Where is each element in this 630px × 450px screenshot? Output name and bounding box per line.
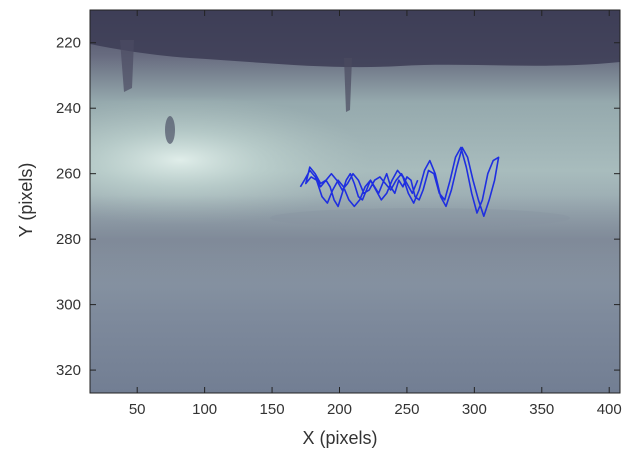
x-tick-label: 400 bbox=[597, 401, 622, 418]
x-tick-label: 200 bbox=[327, 401, 352, 418]
y-tick-label: 280 bbox=[56, 231, 81, 248]
trajectory-series bbox=[299, 146, 500, 217]
plot-frame bbox=[89, 9, 621, 394]
x-axis: 50 100 150 200 250 300 350 400 bbox=[129, 10, 622, 418]
x-tick-label: 50 bbox=[129, 401, 146, 418]
y-tick-label: 300 bbox=[56, 297, 81, 314]
x-tick-label: 100 bbox=[192, 401, 217, 418]
y-axis: 220 240 260 280 300 320 bbox=[56, 35, 620, 379]
background-video-frame bbox=[90, 10, 620, 393]
y-axis-label: Y (pixels) bbox=[16, 163, 36, 238]
y-tick-label: 320 bbox=[56, 362, 81, 379]
x-tick-label: 300 bbox=[462, 401, 487, 418]
x-tick-label: 250 bbox=[394, 401, 419, 418]
y-tick-label: 240 bbox=[56, 100, 81, 117]
x-tick-label: 350 bbox=[529, 401, 554, 418]
trajectory-line-0 bbox=[299, 146, 500, 217]
x-tick-label: 150 bbox=[260, 401, 285, 418]
y-tick-label: 260 bbox=[56, 166, 81, 183]
y-tick-label: 220 bbox=[56, 35, 81, 52]
x-axis-label: X (pixels) bbox=[302, 428, 377, 448]
